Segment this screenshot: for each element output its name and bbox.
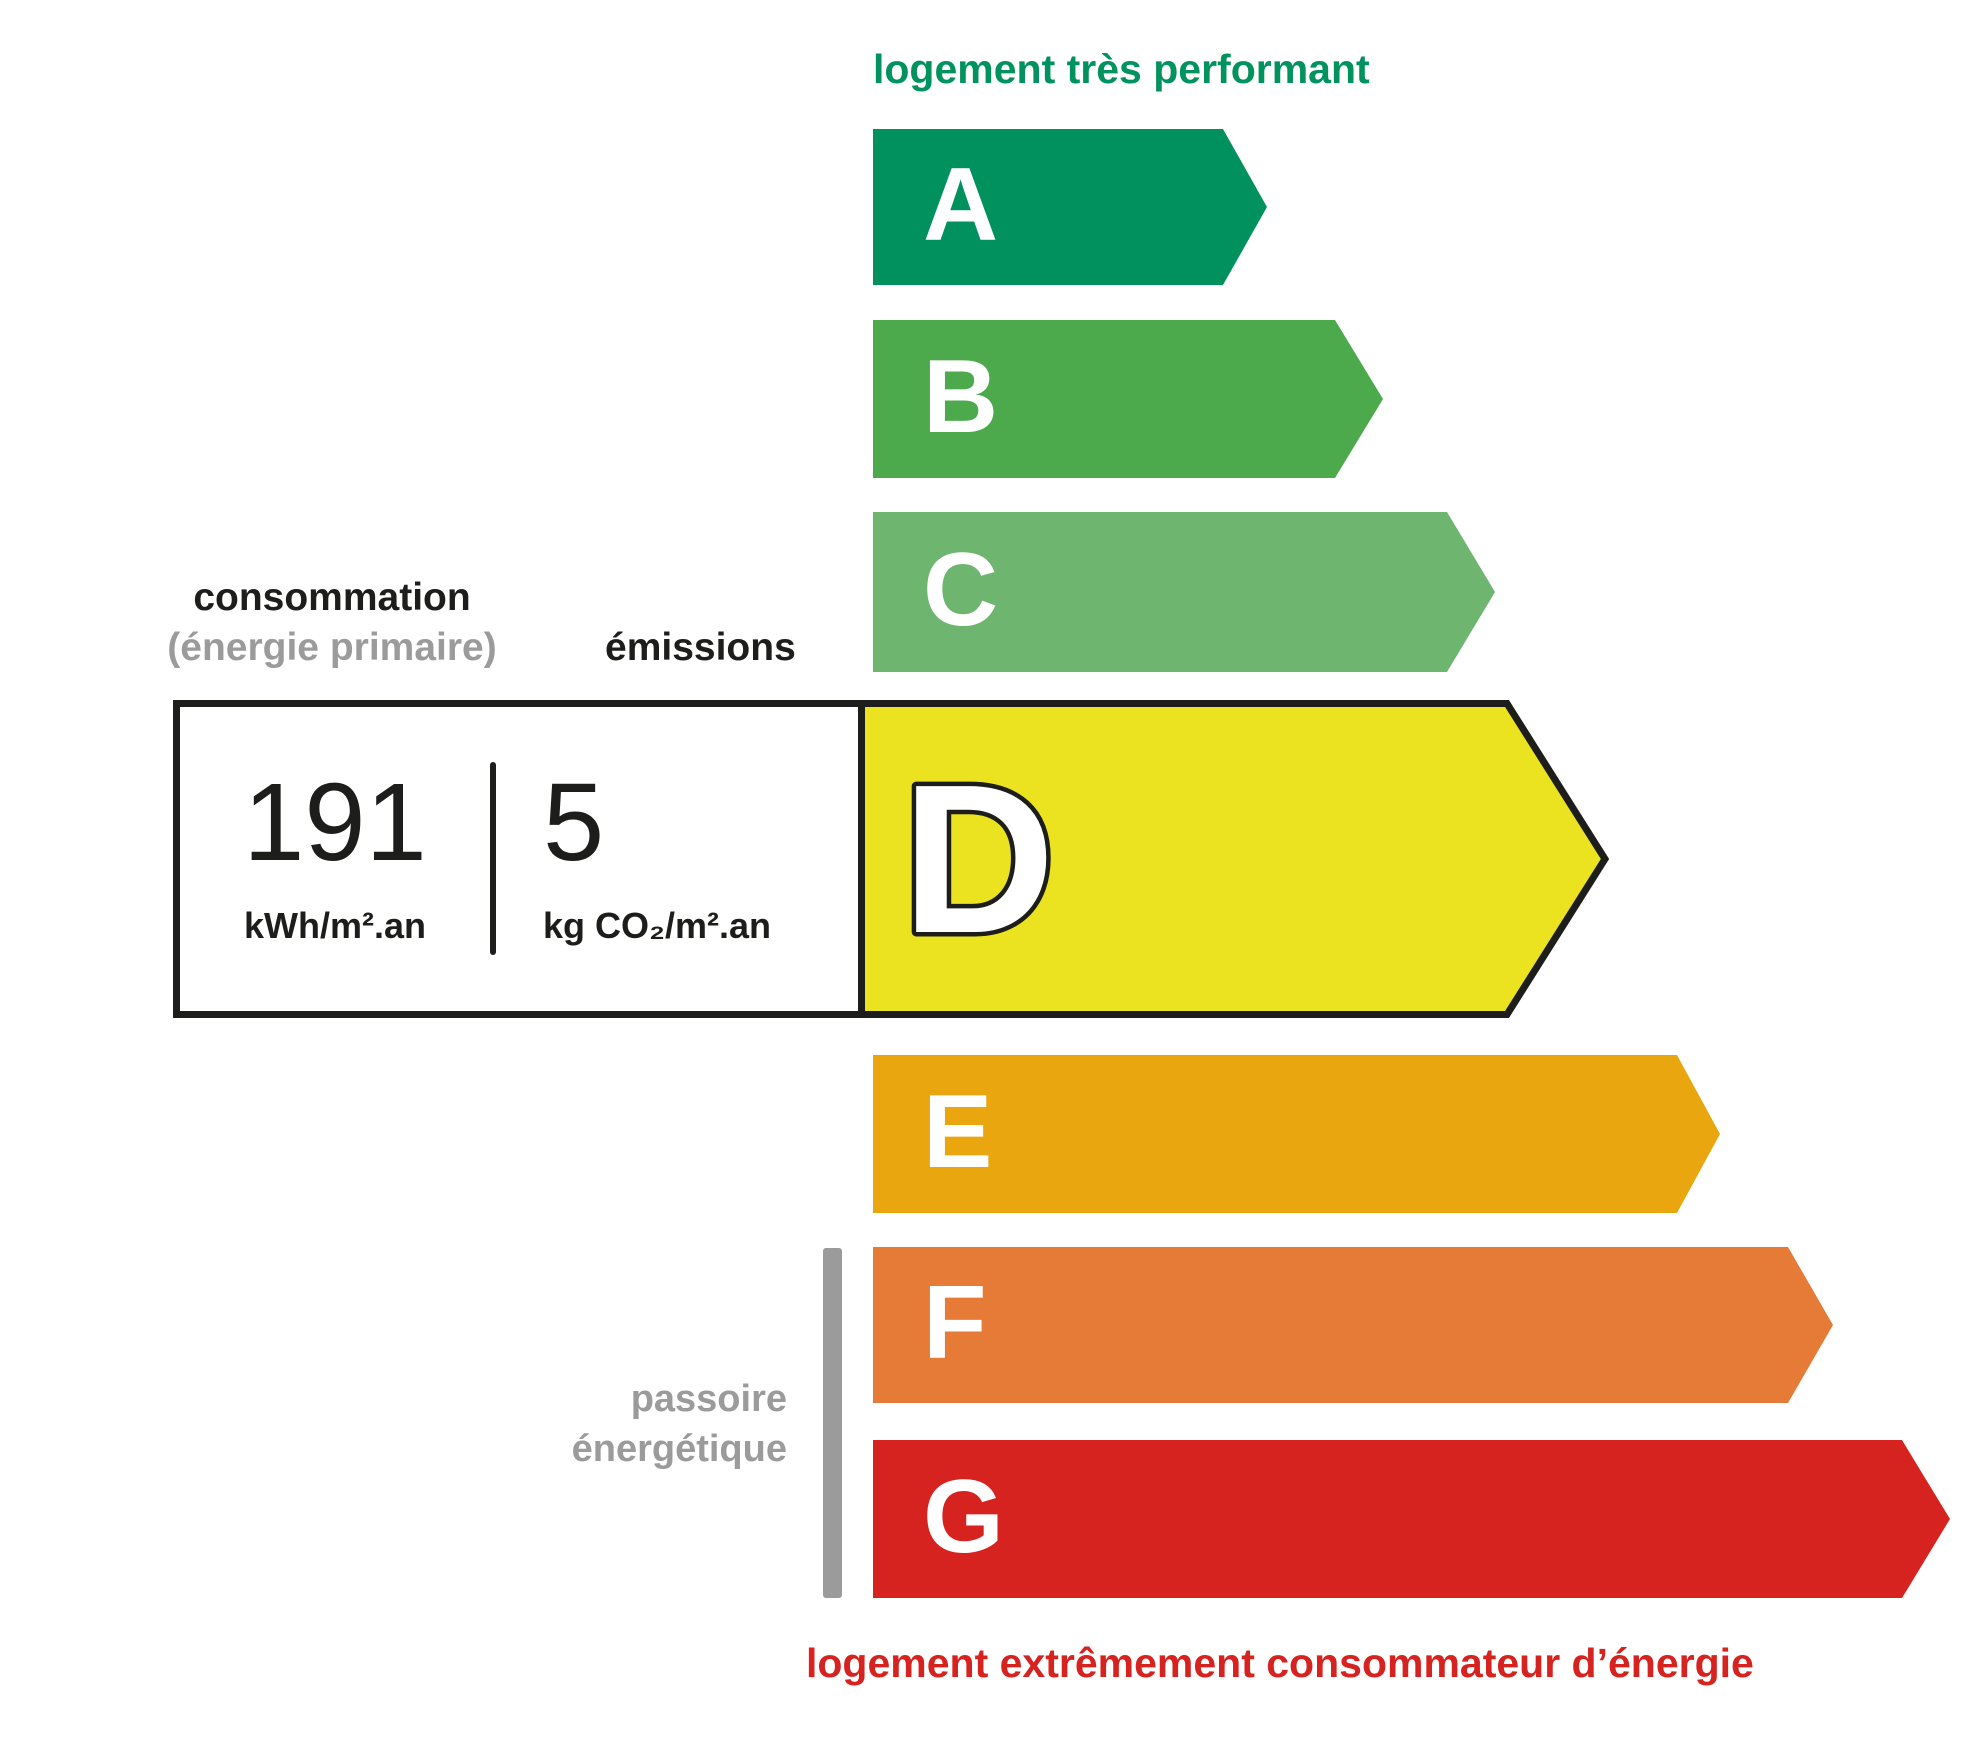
energy-class-letter-b: B bbox=[923, 339, 999, 455]
energy-bar-f: F bbox=[873, 1247, 1833, 1403]
consumption-header: consommation bbox=[193, 576, 471, 619]
energy-bar-c: C bbox=[873, 512, 1495, 672]
energy-class-letter-e: E bbox=[923, 1074, 993, 1190]
energy-bar-b: B bbox=[873, 320, 1383, 478]
passoire-label: passoire énergétique bbox=[380, 1374, 787, 1474]
energy-class-letter-c: C bbox=[923, 532, 999, 648]
consumption-unit: kWh/m².an bbox=[243, 905, 426, 946]
energy-class-letter-a: A bbox=[923, 147, 999, 263]
consumption-subheader: (énergie primaire) bbox=[167, 626, 497, 669]
passoire-label-line2: énergétique bbox=[571, 1428, 787, 1470]
metrics-divider bbox=[490, 762, 496, 955]
energy-bar-g: G bbox=[873, 1440, 1950, 1598]
top-performance-label: logement très performant bbox=[873, 46, 1370, 92]
energy-class-letter-d: D bbox=[902, 740, 1055, 977]
consumption-value: 191 bbox=[243, 761, 427, 884]
emissions-header: émissions bbox=[605, 626, 796, 669]
emissions-value: 5 bbox=[543, 761, 605, 884]
energy-class-letter-g: G bbox=[923, 1459, 1004, 1575]
energy-bar-a: A bbox=[873, 129, 1267, 285]
bottom-consumption-label: logement extrêmement consommateur d’éner… bbox=[806, 1640, 1754, 1686]
emissions-unit: kg CO₂/m².an bbox=[543, 905, 772, 946]
energy-bar-e: E bbox=[873, 1055, 1720, 1213]
passoire-label-line1: passoire bbox=[630, 1378, 787, 1420]
energy-class-letter-f: F bbox=[923, 1265, 987, 1381]
metrics-box bbox=[173, 700, 865, 1018]
passoire-divider-bar bbox=[823, 1248, 842, 1598]
